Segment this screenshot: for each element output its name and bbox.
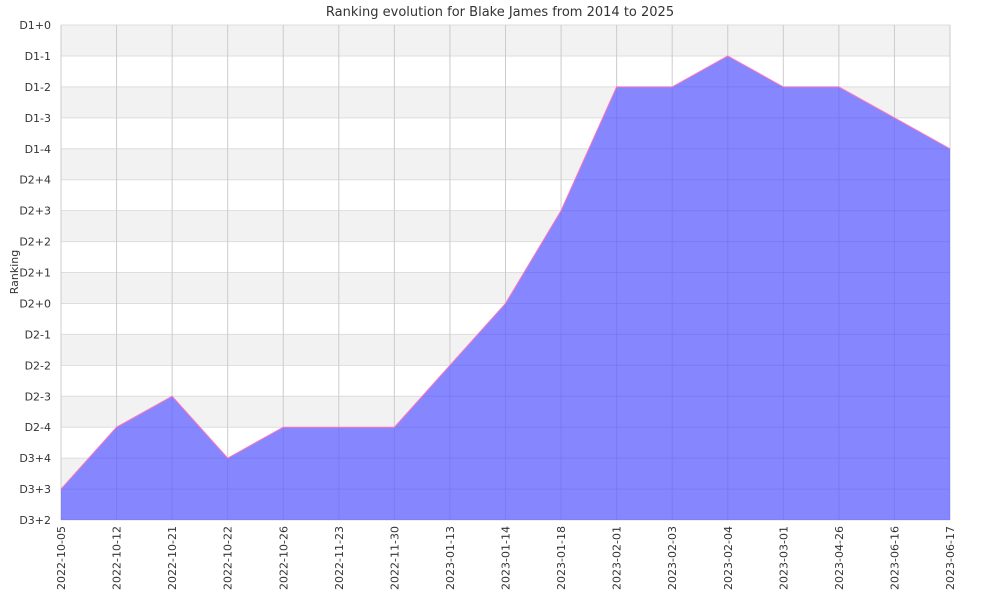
y-tick-label: D2+0 (19, 297, 51, 310)
data-point (282, 426, 284, 428)
x-tick-label: 2023-02-03 (666, 526, 679, 590)
x-tick-label: 2023-01-18 (555, 526, 568, 590)
data-point (949, 148, 951, 150)
area-fill (61, 55, 950, 520)
y-tick-label: D3+4 (19, 452, 51, 465)
y-tick-label: D3+3 (19, 483, 51, 496)
data-point (505, 302, 506, 304)
data-point (616, 86, 618, 88)
x-tick-label: 2022-10-22 (222, 526, 235, 590)
chart-title: Ranking evolution for Blake James from 2… (326, 5, 674, 20)
data-point (560, 210, 562, 212)
data-point (449, 364, 451, 366)
data-point (227, 457, 229, 459)
x-axis-ticks: 2022-10-05 2022-10-12 2022-10-21 2022-10-22… (55, 526, 957, 590)
y-tick-label: D1+0 (19, 19, 51, 32)
x-tick-label: 2022-10-12 (111, 526, 124, 590)
data-point (671, 86, 673, 88)
data-point (393, 426, 395, 428)
data-point (116, 426, 118, 428)
y-tick-label: D2-4 (25, 421, 51, 434)
y-axis-ticks: D3+2 D3+3 D3+4 D2-4 D2-3 D2-2 D2-1 D2+0 D2+1 D2+2… (19, 19, 51, 527)
x-tick-label: 2023-01-13 (444, 526, 457, 590)
y-tick-label: D2+4 (19, 174, 51, 187)
x-tick-label: 2023-02-04 (722, 526, 735, 590)
data-point (60, 488, 62, 490)
x-tick-label: 2022-10-21 (166, 526, 179, 590)
x-tick-label: 2022-10-26 (277, 526, 290, 590)
y-axis-label: Ranking (8, 250, 21, 295)
x-tick-label: 2022-11-30 (388, 526, 401, 590)
data-point (893, 117, 895, 119)
data-point (782, 86, 784, 88)
y-tick-label: D2+2 (19, 236, 51, 249)
y-tick-label: D1-2 (25, 81, 51, 94)
x-tick-label: 2023-06-16 (888, 526, 901, 590)
x-tick-label: 2022-11-23 (333, 526, 346, 590)
y-tick-label: D2-1 (25, 328, 51, 341)
y-tick-label: D1-1 (25, 50, 51, 63)
data-point (727, 55, 729, 57)
y-tick-label: D1-3 (25, 112, 51, 125)
y-tick-label: D2-3 (25, 390, 51, 403)
x-tick-label: 2022-10-05 (55, 526, 68, 590)
data-point (171, 395, 173, 397)
y-tick-label: D2-2 (25, 359, 51, 372)
y-tick-label: D1-4 (25, 143, 51, 156)
y-tick-label: D2+1 (19, 267, 51, 280)
x-tick-label: 2023-06-17 (944, 526, 957, 590)
x-tick-label: 2023-02-01 (611, 526, 624, 590)
x-tick-label: 2023-01-14 (500, 526, 513, 590)
y-tick-label: D3+2 (19, 514, 51, 527)
x-tick-label: 2023-04-26 (833, 526, 846, 590)
x-tick-label: 2023-03-01 (777, 526, 790, 590)
y-tick-label: D2+3 (19, 205, 51, 218)
data-point (838, 86, 840, 88)
data-point (338, 426, 340, 428)
